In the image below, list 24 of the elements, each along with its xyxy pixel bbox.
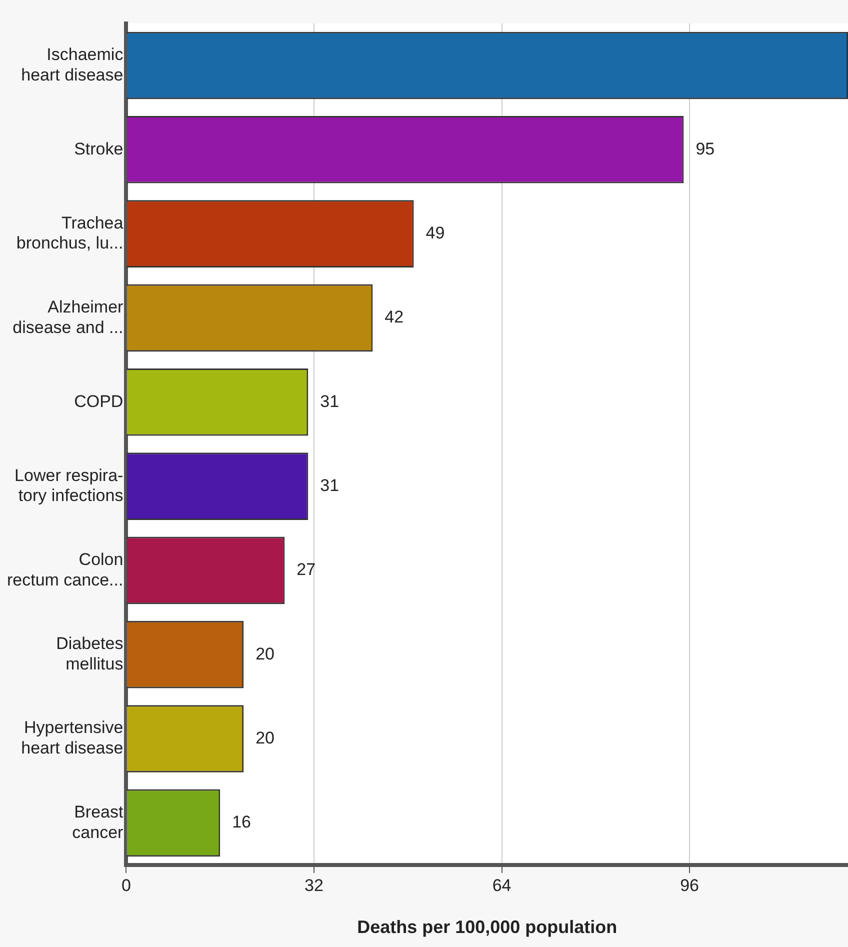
y-tick-label: Ischaemic heart disease [21, 44, 124, 84]
x-tick-label: 0 [121, 876, 131, 895]
y-tick-label: Colon rectum cance... [6, 550, 124, 590]
y-tick-label: Lower respira- tory infections [14, 466, 124, 506]
y-tick-label: Hypertensive heart disease [21, 718, 124, 758]
data-label: 95 [696, 139, 715, 158]
y-tick-label: Trachea bronchus, lu... [16, 213, 124, 253]
data-label: 42 [384, 308, 404, 327]
x-axis-title: Deaths per 100,000 population [357, 917, 618, 938]
y-tick-label: Breast cancer [72, 802, 124, 842]
data-label: 31 [320, 392, 340, 411]
data-label: 49 [426, 223, 445, 242]
y-tick-label: Diabetes mellitus [56, 634, 124, 674]
x-tick-label: 32 [304, 876, 324, 895]
data-label: 31 [320, 476, 340, 495]
data-label: 27 [296, 560, 316, 580]
x-tick-label: 96 [680, 876, 700, 895]
x-tick-label: 64 [492, 876, 512, 895]
data-label: 16 [232, 812, 252, 832]
data-label: 20 [256, 728, 274, 748]
y-tick-label: COPD [74, 392, 124, 411]
y-tick-label: Alzheimer disease and ... [12, 297, 124, 337]
data-label: 20 [256, 644, 274, 664]
y-tick-label: Stroke [74, 139, 124, 158]
